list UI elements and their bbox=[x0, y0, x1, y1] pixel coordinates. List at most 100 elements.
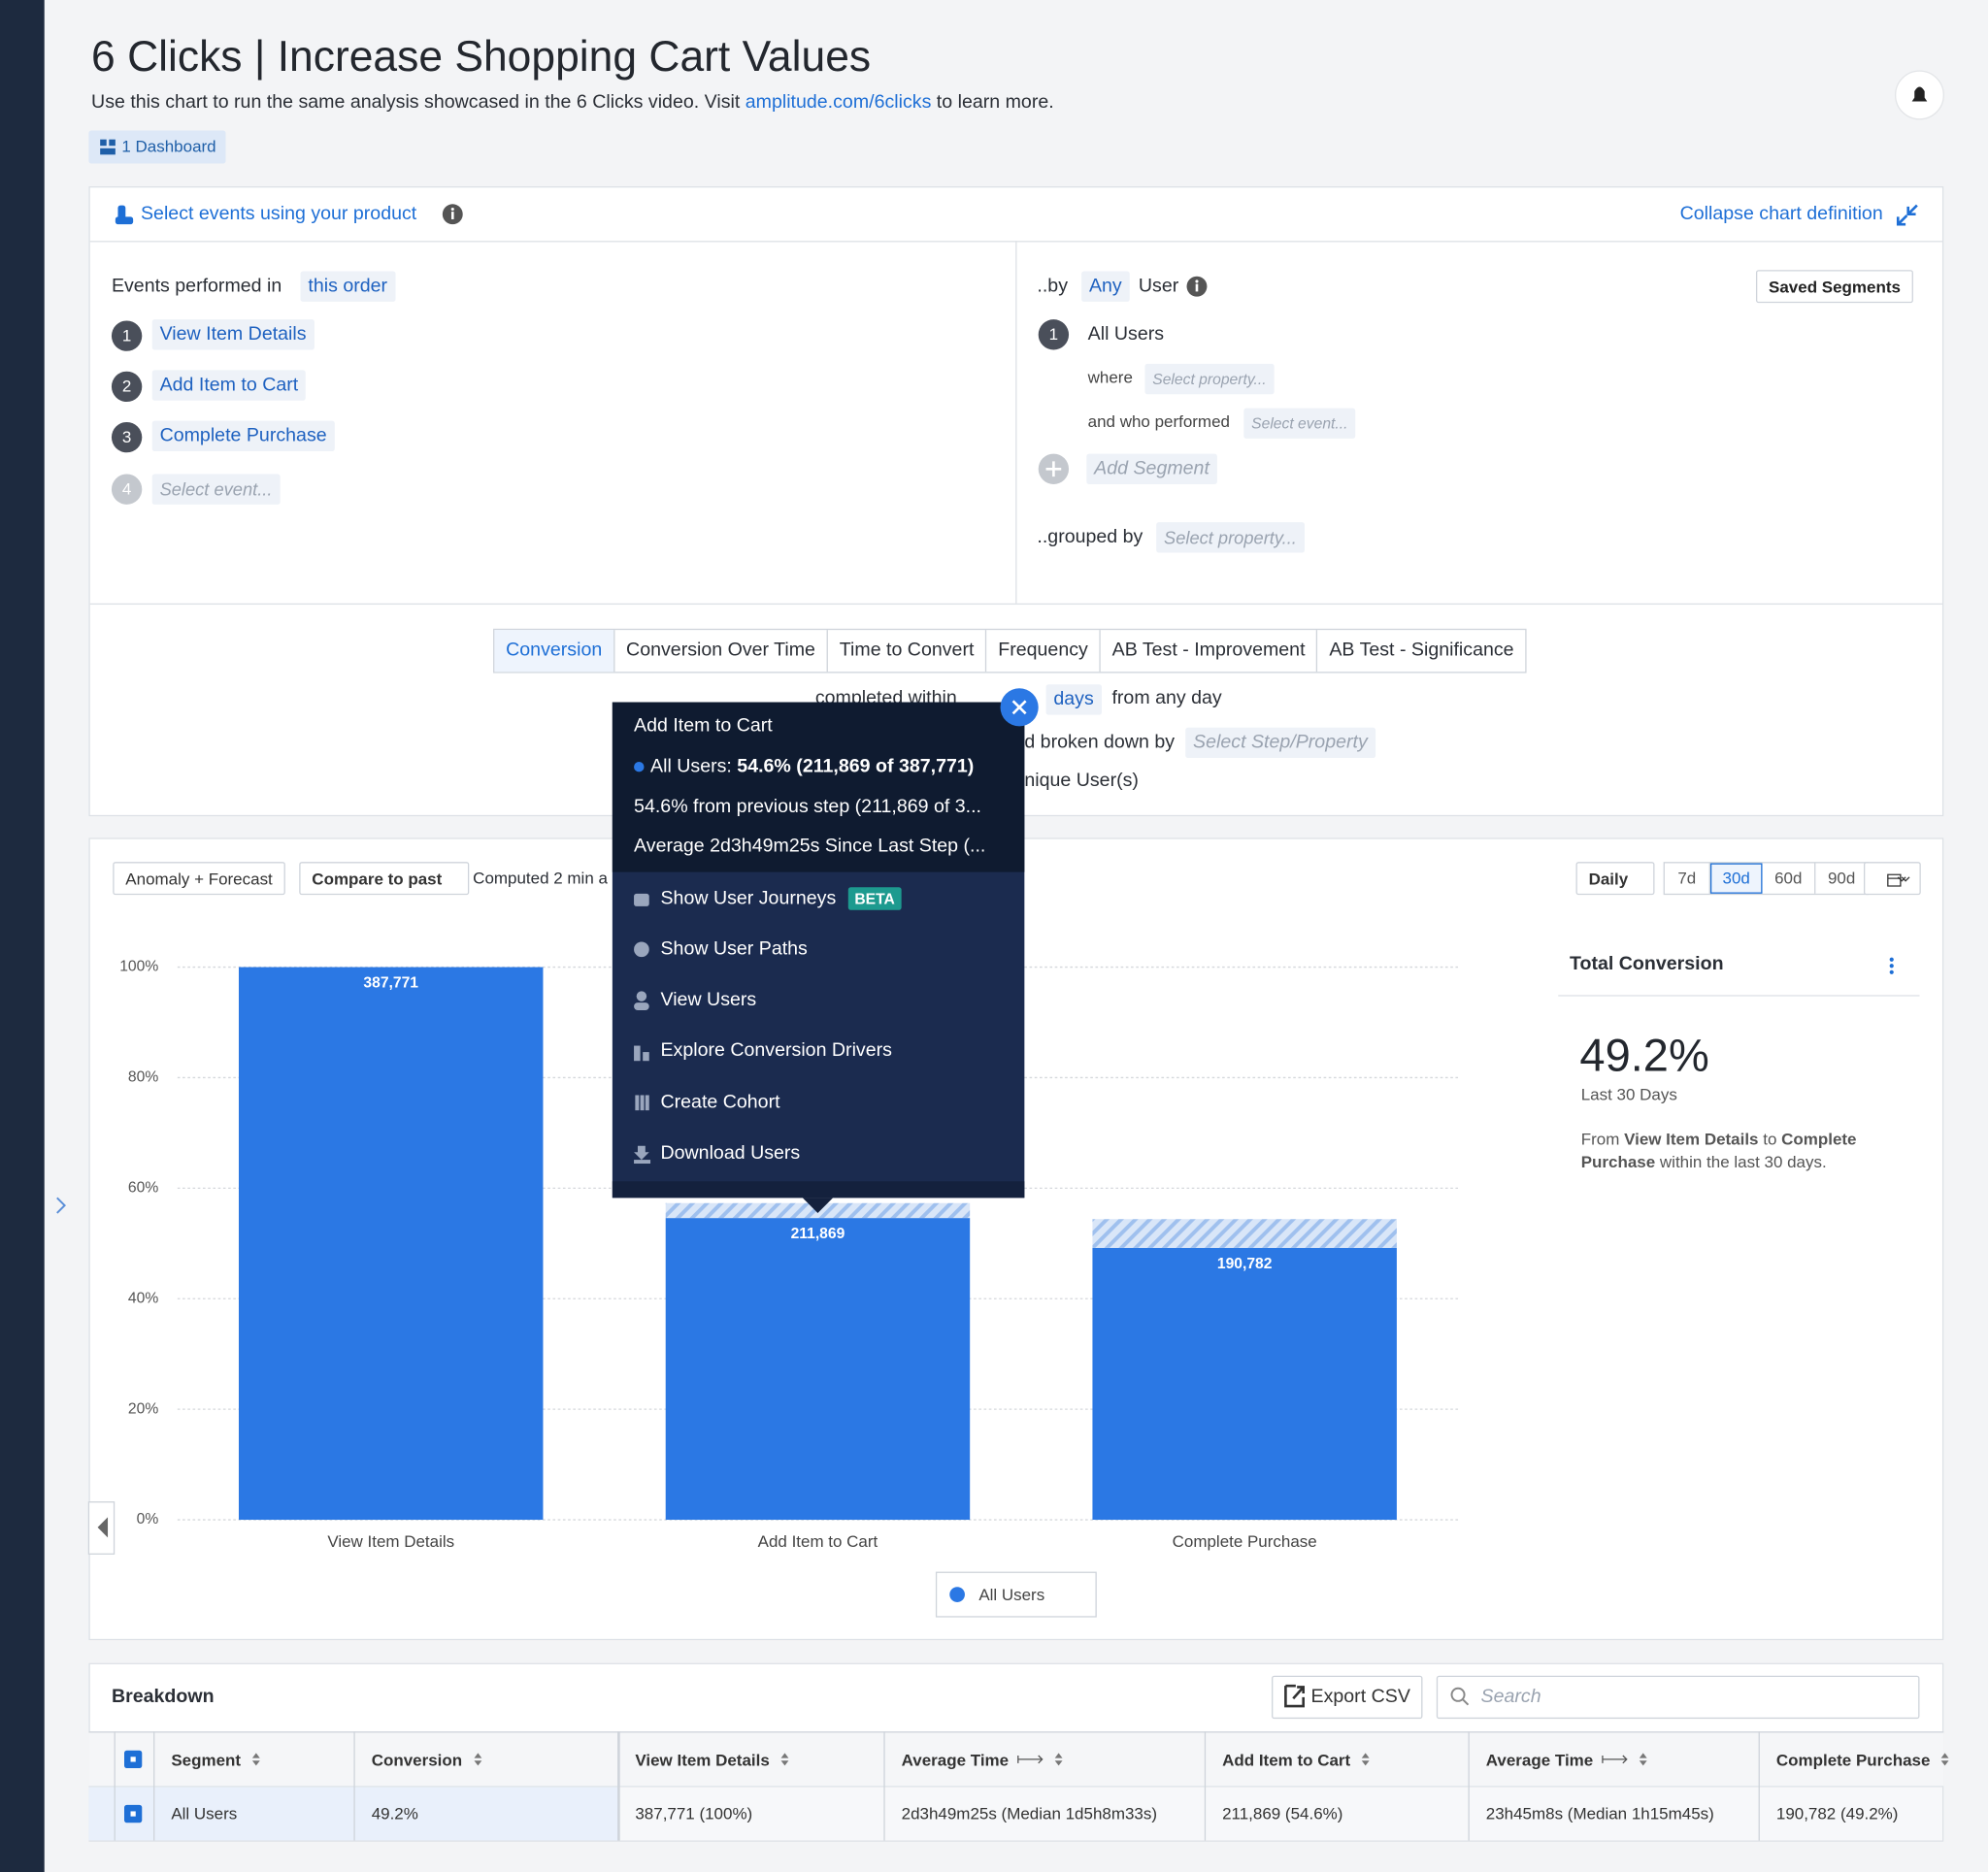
icon bbox=[634, 1045, 641, 1062]
bar bbox=[238, 967, 544, 1521]
select-events[interactable]: Select events using your product bbox=[140, 202, 417, 225]
step-chip[interactable]: Complete Purchase bbox=[151, 420, 335, 451]
icon bbox=[1889, 964, 1894, 969]
tooltip-action[interactable]: View Users bbox=[660, 988, 757, 1010]
checkbox-mark bbox=[130, 1757, 136, 1762]
icon bbox=[97, 1517, 109, 1538]
icon bbox=[115, 216, 134, 225]
tab[interactable]: Time to Convert bbox=[828, 630, 987, 673]
breakdown-chip[interactable]: Select Step/Property bbox=[1185, 727, 1375, 759]
x-tick-label: Complete Purchase bbox=[1173, 1532, 1317, 1551]
icon bbox=[634, 1160, 651, 1165]
dot bbox=[634, 761, 645, 772]
tooltip-action[interactable]: Download Users bbox=[660, 1141, 801, 1165]
icon bbox=[1462, 1698, 1470, 1706]
user-label: User bbox=[1138, 275, 1179, 297]
tooltip-icons bbox=[634, 688, 1039, 1213]
divider bbox=[89, 603, 1942, 606]
divider bbox=[1015, 241, 1017, 604]
tab[interactable]: Conversion Over Time bbox=[614, 630, 829, 673]
text: Use this chart to run the same analysis … bbox=[91, 91, 746, 114]
bell-icon bbox=[1911, 86, 1928, 102]
range[interactable]: 90d bbox=[1827, 868, 1856, 888]
grouped-chip[interactable]: Select property... bbox=[1156, 522, 1305, 553]
column-header[interactable]: View Item Details bbox=[635, 1748, 792, 1773]
text: 54.6% (211,869 of 387,771) bbox=[737, 755, 975, 777]
tooltip-segment: All Users: 54.6% (211,869 of 387,771) bbox=[634, 754, 974, 779]
sort-up bbox=[1639, 1753, 1647, 1758]
icon bbox=[643, 1052, 649, 1062]
compare-button[interactable]: Compare to past bbox=[299, 862, 469, 896]
tab[interactable]: AB Test - Improvement bbox=[1101, 630, 1318, 673]
link[interactable]: amplitude.com/6clicks bbox=[745, 91, 932, 114]
range[interactable]: 7d bbox=[1665, 863, 1710, 894]
collapse[interactable]: Collapse chart definition bbox=[1679, 202, 1883, 225]
beta-badge: BETA bbox=[847, 887, 902, 910]
column-header[interactable]: Average Time bbox=[902, 1748, 1068, 1773]
days-chip[interactable]: days bbox=[1045, 684, 1102, 715]
y-tick-label: 60% bbox=[128, 1179, 158, 1196]
order-chip[interactable]: this order bbox=[300, 271, 395, 302]
step-chip[interactable]: Add Item to Cart bbox=[151, 370, 307, 401]
icon bbox=[1195, 283, 1199, 292]
broken-down-by: d broken down by bbox=[1024, 731, 1176, 753]
column-divider bbox=[883, 1731, 885, 1841]
export-button[interactable]: Export CSV bbox=[1272, 1675, 1423, 1720]
column-divider bbox=[153, 1731, 155, 1841]
icon bbox=[634, 941, 649, 958]
interval-button[interactable]: Daily bbox=[1575, 862, 1655, 896]
column-header[interactable]: Complete Purchase bbox=[1776, 1748, 1953, 1773]
column-divider bbox=[114, 1731, 116, 1841]
divider bbox=[1558, 995, 1920, 997]
x-tick-label: Add Item to Cart bbox=[758, 1532, 878, 1551]
column-header[interactable]: Average Time bbox=[1486, 1748, 1652, 1773]
add-segment[interactable]: Add Segment bbox=[1086, 453, 1217, 484]
tab[interactable]: AB Test - Significance bbox=[1329, 639, 1514, 661]
summary-period: Last 30 Days bbox=[1580, 1085, 1677, 1104]
dashboard-badge[interactable]: 1 Dashboard bbox=[88, 130, 227, 164]
who-chip[interactable]: Select event... bbox=[1243, 408, 1356, 439]
tooltip-action[interactable]: Show User Paths bbox=[660, 937, 808, 960]
segment-number: 1 bbox=[1038, 319, 1070, 350]
column-header[interactable]: Add Item to Cart bbox=[1222, 1748, 1374, 1773]
tooltip-header bbox=[612, 702, 1025, 872]
tab[interactable]: Conversion bbox=[494, 630, 615, 673]
tab[interactable]: Frequency bbox=[986, 630, 1101, 673]
expand-sidebar[interactable] bbox=[56, 1197, 66, 1214]
any-chip[interactable]: Any bbox=[1081, 271, 1130, 302]
search-input[interactable]: Search bbox=[1436, 1675, 1920, 1720]
y-tick-label: 0% bbox=[137, 1511, 159, 1527]
sort-down bbox=[780, 1760, 789, 1766]
sort-icon bbox=[1941, 1753, 1949, 1766]
column-header[interactable]: Conversion bbox=[372, 1748, 485, 1773]
bar-label: 190,782 bbox=[1217, 1256, 1273, 1272]
saved-segments[interactable]: Saved Segments bbox=[1755, 270, 1913, 304]
text: to learn more. bbox=[931, 91, 1054, 114]
icon bbox=[450, 212, 454, 219]
range[interactable]: 60d bbox=[1763, 863, 1816, 894]
tooltip-action[interactable]: Create Cohort bbox=[660, 1091, 780, 1113]
y-tick-label: 20% bbox=[128, 1400, 158, 1417]
unique-users: nique User(s) bbox=[1024, 769, 1139, 792]
icon bbox=[450, 207, 454, 212]
step-chip[interactable]: Select event... bbox=[151, 474, 281, 505]
anomaly-button[interactable]: Anomaly + Forecast bbox=[113, 862, 285, 896]
range[interactable]: 30d bbox=[1709, 863, 1763, 894]
tooltip-action[interactable]: Explore Conversion Drivers bbox=[660, 1039, 892, 1062]
step-chip[interactable]: View Item Details bbox=[151, 319, 315, 350]
icon[interactable] bbox=[1889, 957, 1894, 962]
description: Use this chart to run the same analysis … bbox=[91, 90, 1054, 115]
arrow-icon bbox=[1601, 1755, 1628, 1764]
legend-marker bbox=[949, 1587, 965, 1602]
sort-down bbox=[251, 1760, 260, 1766]
tooltip-action[interactable]: Show User Journeys bbox=[660, 887, 837, 909]
tooltip-footer bbox=[612, 1181, 1025, 1199]
table-cell: 387,771 (100%) bbox=[635, 1803, 753, 1823]
table-cell: 23h45m8s (Median 1h15m45s) bbox=[1485, 1803, 1714, 1823]
summary-title: Total Conversion bbox=[1569, 953, 1724, 975]
step-number: 1 bbox=[111, 320, 143, 351]
where-chip[interactable]: Select property... bbox=[1144, 363, 1275, 395]
icon bbox=[640, 1095, 645, 1111]
column-header[interactable]: Segment bbox=[171, 1748, 263, 1773]
step-number: 4 bbox=[111, 474, 143, 505]
